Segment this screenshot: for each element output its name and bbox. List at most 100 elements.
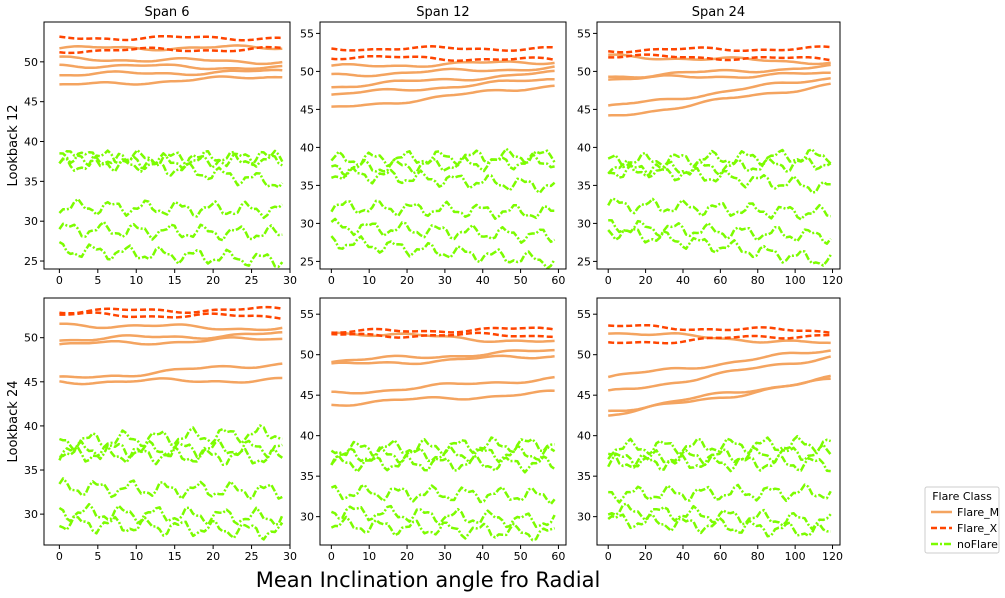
y-tick-label: 55 <box>300 308 314 321</box>
line-flare-x-6 <box>59 34 283 42</box>
x-tick-label: 40 <box>476 550 490 563</box>
x-tick-label: 20 <box>400 550 414 563</box>
line-noflare-11 <box>330 483 556 506</box>
line-flare-m-2 <box>331 348 555 364</box>
line-flare-m-1 <box>331 60 555 68</box>
legend-label-flare-x: Flare_X <box>957 522 998 535</box>
x-tick-label: 25 <box>245 550 259 563</box>
line-flare-m-2 <box>331 65 555 78</box>
line-flare-x-7 <box>331 54 555 63</box>
panel-4: 0 5 10 15 20 25 30 30 35 40 45 50 Lookback 24 <box>6 297 297 563</box>
x-tick-label: 20 <box>206 550 220 563</box>
y-tick-label: 50 <box>300 65 314 78</box>
line-flare-x-7 <box>608 333 831 345</box>
line-flare-m-3 <box>59 336 283 346</box>
panel-1: 0 5 10 15 20 25 30 25 30 35 40 45 50 Span 6 Lookback 1… <box>6 5 297 287</box>
y-tick-label: 30 <box>24 215 38 228</box>
series-group <box>330 45 556 269</box>
x-tick-label: 60 <box>551 274 565 287</box>
x-tick-label: 10 <box>362 274 376 287</box>
series-group <box>607 45 832 267</box>
x-tick-label: 100 <box>785 274 806 287</box>
line-flare-m-2 <box>608 63 831 79</box>
x-tick-label: 120 <box>822 550 843 563</box>
y-tick-label: 40 <box>24 136 38 149</box>
x-tick-label: 100 <box>785 550 806 563</box>
line-flare-m-5 <box>59 75 283 86</box>
line-noflare-8 <box>58 424 283 452</box>
line-flare-x-6 <box>59 305 283 315</box>
x-tick-label: 5 <box>94 550 101 563</box>
line-flare-m-1 <box>608 53 831 66</box>
line-noflare-13 <box>607 227 832 267</box>
line-noflare-9 <box>59 438 283 461</box>
y-tick-label: 50 <box>24 56 38 69</box>
line-noflare-11 <box>607 197 831 221</box>
x-tick-label: 0 <box>56 550 63 563</box>
line-flare-m-3 <box>59 63 283 71</box>
x-tick-label: 0 <box>605 550 612 563</box>
x-tick-label: 10 <box>129 550 143 563</box>
y-tick-label: 25 <box>577 255 591 268</box>
y-tick-label: 35 <box>577 470 591 483</box>
line-noflare-8 <box>58 148 284 168</box>
y-tick-label: 40 <box>577 141 591 154</box>
line-flare-m-2 <box>59 330 283 342</box>
line-flare-m-3 <box>331 354 555 366</box>
panel-3: 0 20 40 60 80 100 120 25 30 35 40 45 50 55 Span 24 <box>577 5 843 287</box>
line-flare-m-5 <box>608 377 831 417</box>
line-noflare-10 <box>59 151 284 189</box>
line-noflare-10 <box>607 159 831 194</box>
legend: Flare Class Flare_M Flare_X noFlare <box>924 486 1000 554</box>
y-tick-label: 50 <box>577 349 591 362</box>
y-tick-label: 30 <box>24 508 38 521</box>
line-noflare-11 <box>330 199 555 220</box>
y-tick-label: 55 <box>577 27 591 40</box>
line-noflare-13 <box>330 235 556 269</box>
x-tick-label: 30 <box>283 274 297 287</box>
line-flare-m-4 <box>608 374 831 413</box>
series-group <box>58 305 284 541</box>
line-flare-m-5 <box>331 84 555 108</box>
x-tick-label: 120 <box>822 274 843 287</box>
series-group <box>607 323 832 538</box>
x-tick-label: 10 <box>362 550 376 563</box>
x-tick-label: 0 <box>328 550 335 563</box>
line-flare-m-3 <box>331 69 555 89</box>
line-noflare-10 <box>58 444 284 467</box>
axes-frame <box>596 21 841 270</box>
line-flare-m-3 <box>608 71 831 81</box>
line-flare-m-5 <box>59 376 283 386</box>
x-tick-label: 0 <box>56 274 63 287</box>
x-tick-label: 10 <box>129 274 143 287</box>
x-tick-label: 80 <box>751 274 765 287</box>
x-tick-label: 30 <box>438 550 452 563</box>
x-tick-label: 20 <box>400 274 414 287</box>
panel-2: 0 10 20 30 40 50 60 25 30 35 40 45 50 55 Span 12 <box>300 5 567 287</box>
x-tick-label: 40 <box>476 274 490 287</box>
line-noflare-12 <box>58 220 283 242</box>
line-noflare-13 <box>330 515 555 542</box>
line-flare-m-5 <box>331 389 555 407</box>
legend-entry-flare-m: Flare_M <box>931 506 999 519</box>
legend-label-noflare: noFlare <box>957 538 998 551</box>
legend-title: Flare Class <box>932 490 992 503</box>
x-tick-label: 15 <box>168 550 182 563</box>
y-tick-label: 45 <box>300 103 314 116</box>
line-noflare-10 <box>607 452 831 473</box>
x-tick-label: 60 <box>551 550 565 563</box>
line-flare-m-4 <box>607 77 831 107</box>
figure-xlabel: Mean Inclination angle fro Radial <box>256 568 601 592</box>
y-axis-label: Lookback 12 <box>6 104 21 186</box>
axes-frame <box>319 297 567 546</box>
y-tick-label: 55 <box>300 27 314 40</box>
panel-title: Span 12 <box>416 5 469 20</box>
axes-frame <box>319 21 567 270</box>
y-tick-label: 45 <box>300 389 314 402</box>
line-noflare-8 <box>607 147 832 169</box>
line-flare-x-6 <box>331 326 555 334</box>
axes-frame <box>596 297 841 546</box>
y-tick-label: 50 <box>577 65 591 78</box>
x-tick-label: 20 <box>206 274 220 287</box>
